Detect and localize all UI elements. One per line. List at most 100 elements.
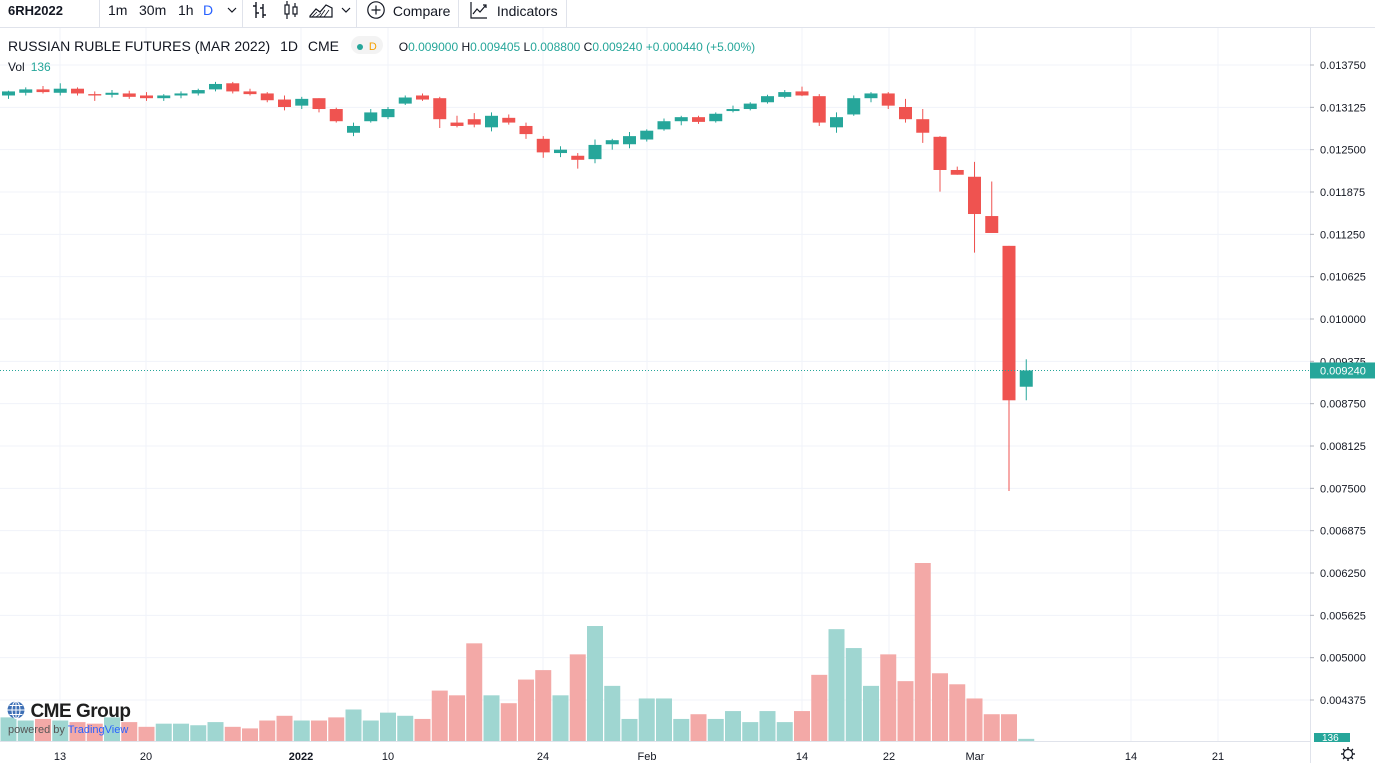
compare-button[interactable]: Compare (366, 0, 450, 27)
candle-body (830, 117, 843, 128)
volume-bar (397, 715, 414, 741)
volume-bar (328, 717, 345, 741)
candle-body (899, 106, 912, 120)
market-status-badge: D (350, 36, 383, 54)
instrument-title: RUSSIAN RUBLE FUTURES (MAR 2022) (8, 38, 271, 54)
low-value: 0.008800 (530, 40, 581, 54)
volume-bar (552, 695, 569, 741)
bar-chart-icon[interactable] (251, 0, 269, 27)
time-tick-label: 14 (1125, 751, 1137, 763)
candle-body (53, 88, 67, 93)
candle-body (260, 93, 274, 101)
volume-bar (104, 717, 120, 741)
volume-bar (587, 626, 603, 741)
volume-bar (621, 718, 638, 741)
gear-tooth (1342, 756, 1346, 760)
interval-30m[interactable]: 30m (139, 2, 167, 18)
volume-bar (0, 717, 17, 741)
candle-body (881, 93, 895, 106)
indicators-label: Indicators (496, 3, 558, 19)
area-chart-icon[interactable] (309, 0, 333, 27)
candle-body (812, 96, 826, 123)
candle-body (398, 97, 412, 104)
candle-body (226, 83, 240, 92)
volume-bar (500, 703, 517, 741)
candle-body (329, 109, 343, 122)
volume-bar (897, 681, 914, 741)
last-volume-badge (1314, 733, 1350, 742)
time-tick-label: 24 (537, 751, 549, 763)
volume-bar (276, 715, 293, 741)
volume-bar (242, 728, 258, 741)
chart-legend: RUSSIAN RUBLE FUTURES (MAR 2022) 1D CME … (8, 36, 755, 54)
candle-body (864, 93, 878, 99)
candle-body (605, 140, 619, 145)
candle-body (243, 91, 257, 95)
last-price-badge (1310, 362, 1375, 379)
high-label: H (461, 40, 471, 54)
settings-gear-icon[interactable] (1341, 747, 1355, 761)
interval-d[interactable]: D (203, 2, 214, 18)
volume-bar (569, 654, 586, 741)
candle-body (968, 176, 981, 215)
volume-bar (880, 654, 897, 741)
volume-bar (604, 685, 621, 741)
interval-1m[interactable]: 1m (108, 2, 128, 18)
indicators-button[interactable]: Indicators (469, 0, 558, 27)
compare-label: Compare (392, 3, 451, 19)
time-tick-label: 20 (140, 751, 152, 763)
volume-bar (414, 718, 431, 741)
gear-tooth (1342, 748, 1346, 752)
candle-body (1019, 370, 1033, 387)
candle-body (105, 92, 119, 95)
change-value: +0.000440 (+5.00%) (645, 40, 756, 54)
candle-body (36, 89, 50, 93)
candle-body (364, 112, 378, 122)
top-toolbar: 6RH2022 1m 30m 1h D Compare Indicators (0, 0, 1375, 28)
candle-body (985, 216, 999, 233)
volume-bar (656, 698, 672, 741)
candle-body (433, 98, 447, 120)
toolbar-divider (356, 0, 357, 27)
symbol-search[interactable]: 6RH2022 (8, 3, 63, 18)
candle-body (209, 83, 222, 90)
price-tick-label: 0.006875 (1320, 526, 1366, 538)
candle-body (571, 155, 585, 160)
candle-body (657, 121, 671, 130)
volume-bar (86, 723, 103, 741)
volume-bar (449, 695, 465, 741)
price-tick-label: 0.005625 (1320, 610, 1366, 622)
candle-body (174, 93, 188, 96)
candle-body (674, 117, 688, 122)
volume-bar (362, 720, 379, 741)
open-value: 0.009000 (408, 40, 459, 54)
market-status-dot-icon (356, 44, 363, 50)
price-tick-label: 0.008750 (1320, 399, 1366, 411)
price-tick-label: 0.012500 (1320, 145, 1366, 157)
legend-interval: 1D (280, 38, 298, 54)
time-tick-label: 22 (883, 751, 895, 763)
volume-bar (914, 563, 931, 741)
cme-group-logo: CME Group powered by TradingView (6, 700, 131, 736)
candle-body (467, 119, 481, 125)
volume-bar (466, 643, 483, 741)
volume-bar (155, 723, 172, 741)
volume-bar (932, 673, 948, 741)
close-label: C (583, 40, 593, 54)
candlestick-icon[interactable] (282, 0, 300, 27)
volume-bar (776, 722, 793, 741)
intervals-chevron-down-icon[interactable] (226, 1, 238, 28)
price-tick-label: 0.011250 (1320, 229, 1365, 241)
candle-body (519, 125, 533, 135)
price-tick-label: 0.013125 (1320, 102, 1366, 114)
delayed-badge: D (368, 41, 377, 53)
price-tick-label: 0.011875 (1320, 187, 1365, 199)
candle-body (381, 109, 395, 118)
interval-1h[interactable]: 1h (178, 2, 194, 18)
chart-type-chevron-down-icon[interactable] (340, 1, 352, 28)
candle-body (933, 136, 947, 170)
volume-value: 136 (30, 60, 51, 74)
high-value: 0.009405 (470, 40, 521, 54)
volume-bar (224, 726, 241, 741)
